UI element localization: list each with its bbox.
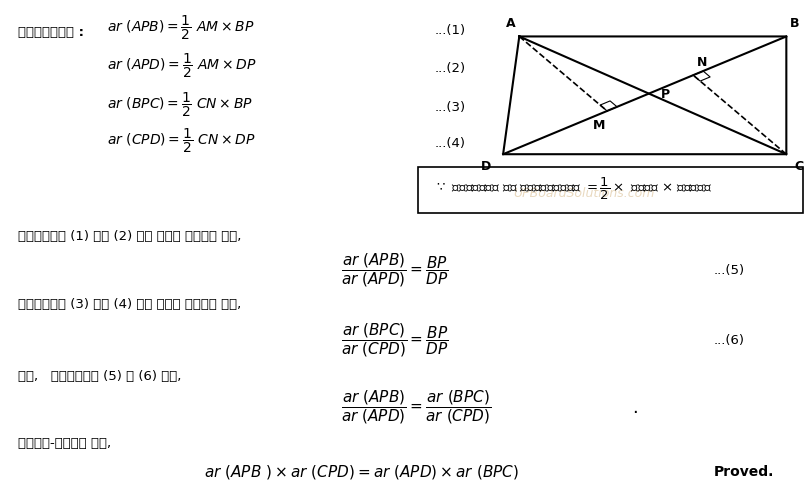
Text: वज्र-गुणन से,: वज्र-गुणन से,	[18, 436, 110, 449]
Text: उपपत्ति :: उपपत्ति :	[18, 26, 84, 39]
Text: C: C	[793, 160, 803, 173]
Text: ...(1): ...(1)	[434, 24, 465, 37]
Text: P: P	[660, 88, 669, 101]
Text: $ar\ (APB) = \dfrac{1}{2}\ AM \times BP$: $ar\ (APB) = \dfrac{1}{2}\ AM \times BP$	[106, 14, 254, 42]
Text: तब,   समीकरण (5) व (6) से,: तब, समीकरण (5) व (6) से,	[18, 369, 181, 382]
Text: $\because$ त्रिभुज का क्षेत्रफल $= \dfrac{1}{2} \times$ आधार $\times$ ऊँचाई: $\because$ त्रिभुज का क्षेत्रफल $= \dfra…	[434, 175, 711, 201]
Text: समीकरण (1) को (2) से भाग देने पर,: समीकरण (1) को (2) से भाग देने पर,	[18, 230, 241, 243]
Text: $ar\ (APB\ ) \times ar\ (CPD) = ar\ (APD) \times ar\ (BPC)$: $ar\ (APB\ ) \times ar\ (CPD) = ar\ (APD…	[204, 463, 518, 481]
Text: $ar\ (CPD) = \dfrac{1}{2}\ CN \times DP$: $ar\ (CPD) = \dfrac{1}{2}\ CN \times DP$	[106, 126, 255, 155]
Text: $\dfrac{ar\ (APB)}{ar\ (APD)} = \dfrac{ar\ (BPC)}{ar\ (CPD)}$: $\dfrac{ar\ (APB)}{ar\ (APD)} = \dfrac{a…	[341, 388, 491, 425]
Text: $ar\ (BPC) = \dfrac{1}{2}\ CN \times BP$: $ar\ (BPC) = \dfrac{1}{2}\ CN \times BP$	[106, 91, 252, 119]
Text: D: D	[480, 160, 491, 173]
Text: ...(2): ...(2)	[434, 62, 465, 75]
Text: $ar\ (APD) = \dfrac{1}{2}\ AM \times DP$: $ar\ (APD) = \dfrac{1}{2}\ AM \times DP$	[106, 52, 256, 80]
Text: Proved.: Proved.	[713, 465, 773, 479]
Text: $\dfrac{ar\ (BPC)}{ar\ (CPD)} = \dfrac{BP}{DP}$: $\dfrac{ar\ (BPC)}{ar\ (CPD)} = \dfrac{B…	[341, 321, 448, 359]
Text: UPBoardSolutions.com: UPBoardSolutions.com	[513, 187, 654, 200]
Text: ...(6): ...(6)	[713, 333, 744, 346]
Text: ...(5): ...(5)	[713, 263, 744, 276]
Text: M: M	[592, 119, 604, 132]
Text: ...(4): ...(4)	[434, 136, 465, 150]
Text: .: .	[632, 398, 637, 416]
Text: समीकरण (3) को (4) से भाग देने पर,: समीकरण (3) को (4) से भाग देने पर,	[18, 297, 241, 310]
Text: A: A	[506, 17, 515, 30]
Text: B: B	[789, 17, 798, 30]
Text: N: N	[697, 56, 706, 69]
Text: ...(3): ...(3)	[434, 101, 465, 113]
Text: $\dfrac{ar\ (APB)}{ar\ (APD)} = \dfrac{BP}{DP}$: $\dfrac{ar\ (APB)}{ar\ (APD)} = \dfrac{B…	[341, 251, 448, 289]
FancyBboxPatch shape	[418, 168, 801, 213]
